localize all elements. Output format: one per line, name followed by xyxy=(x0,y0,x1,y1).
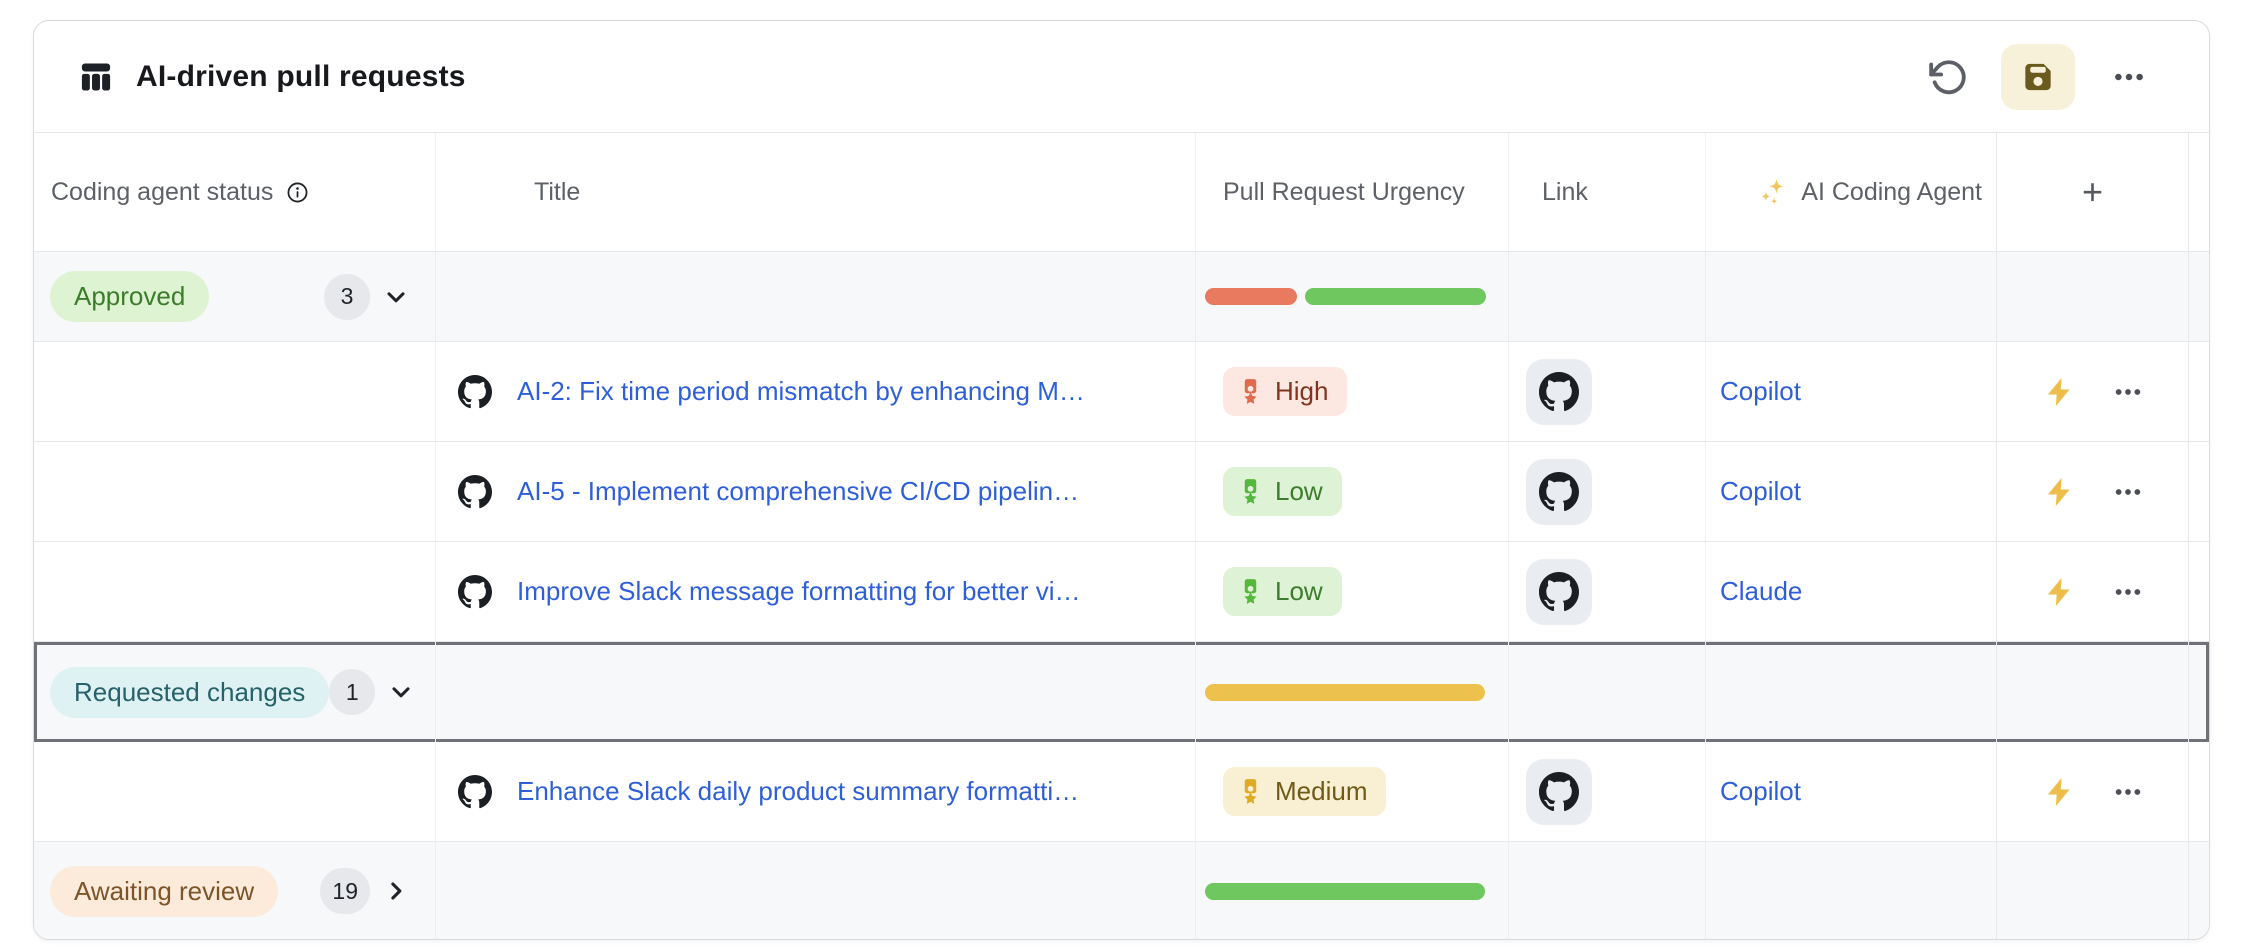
urgency-summary-bars xyxy=(1196,882,1485,900)
automation-lightning-button[interactable] xyxy=(2043,375,2077,409)
group-header-cell: Approved 3 xyxy=(34,252,436,341)
urgency-badge: Low xyxy=(1223,467,1342,516)
more-options-button[interactable] xyxy=(2105,53,2153,101)
chevron-down-icon xyxy=(392,687,410,698)
urgency-badge: Medium xyxy=(1223,767,1387,816)
column-header-label: Link xyxy=(1542,177,1588,206)
automation-lightning-button[interactable] xyxy=(2043,475,2077,509)
chevron-down-icon xyxy=(387,291,405,302)
agent-link[interactable]: Copilot xyxy=(1720,476,1801,506)
record-title-link[interactable]: AI-2: Fix time period mismatch by enhanc… xyxy=(517,376,1085,406)
column-header-coding-agent-status[interactable]: Coding agent status xyxy=(34,133,436,251)
record-title-link[interactable]: Enhance Slack daily product summary form… xyxy=(517,776,1080,806)
github-icon xyxy=(458,774,492,809)
ellipsis-icon xyxy=(2115,73,2143,80)
github-link-button[interactable] xyxy=(1526,458,1592,525)
undo-button[interactable] xyxy=(1923,53,1971,101)
github-link-button[interactable] xyxy=(1526,758,1592,825)
record-row: AI-2: Fix time period mismatch by enhanc… xyxy=(34,342,2209,442)
column-header-link[interactable]: Link xyxy=(1509,133,1706,251)
lightning-icon xyxy=(2047,577,2070,606)
record-row: Improve Slack message formatting for bet… xyxy=(34,542,2209,642)
ellipsis-icon xyxy=(2115,488,2140,495)
ellipsis-icon xyxy=(2115,588,2140,595)
table-icon xyxy=(78,59,114,95)
urgency-summary-bars xyxy=(1196,683,1485,701)
plus-icon: + xyxy=(2081,171,2104,212)
collapse-group-button[interactable] xyxy=(382,283,410,311)
row-more-button[interactable] xyxy=(2113,377,2143,407)
medal-icon xyxy=(1244,579,1257,604)
github-link-button[interactable] xyxy=(1526,358,1592,425)
title-bar: AI-driven pull requests xyxy=(34,21,2209,133)
agent-link[interactable]: Claude xyxy=(1720,576,1803,606)
row-more-button[interactable] xyxy=(2113,777,2143,807)
group-row-approved: Approved 3 xyxy=(34,252,2209,342)
row-more-button[interactable] xyxy=(2113,577,2143,607)
automation-lightning-button[interactable] xyxy=(2043,575,2077,609)
github-icon xyxy=(1539,371,1579,411)
column-header-title[interactable]: Title xyxy=(436,133,1196,251)
github-icon xyxy=(1539,771,1579,811)
expand-group-button[interactable] xyxy=(382,877,410,905)
collapse-group-button[interactable] xyxy=(387,678,415,706)
urgency-badge: Low xyxy=(1223,567,1342,616)
github-icon xyxy=(1539,571,1579,611)
ellipsis-icon xyxy=(2115,388,2140,395)
column-header-label: AI Coding Agent xyxy=(1801,177,1982,206)
urgency-summary-bars xyxy=(1196,288,1486,305)
column-header-label: Coding agent status xyxy=(51,177,274,206)
column-header-ai-coding-agent[interactable]: AI Coding Agent xyxy=(1706,133,1996,251)
column-header-label: Pull Request Urgency xyxy=(1223,177,1465,206)
urgency-badge: High xyxy=(1223,367,1348,416)
row-more-button[interactable] xyxy=(2113,477,2143,507)
ellipsis-icon xyxy=(2115,788,2140,795)
add-column-button[interactable]: + xyxy=(1996,133,2189,251)
lightning-icon xyxy=(2047,377,2070,406)
group-count-badge: 1 xyxy=(329,669,376,715)
toolbar-actions xyxy=(1923,43,2153,110)
group-status-badge[interactable]: Awaiting review xyxy=(50,865,279,917)
page-title: AI-driven pull requests xyxy=(136,59,466,93)
save-icon xyxy=(2025,63,2051,90)
github-link-button[interactable] xyxy=(1526,558,1592,625)
group-count-badge: 3 xyxy=(324,273,370,320)
group-status-badge[interactable]: Approved xyxy=(50,271,210,322)
github-icon xyxy=(458,474,492,509)
column-header-row: Coding agent status Title Pull Request U… xyxy=(34,133,2209,252)
column-header-pull-request-urgency[interactable]: Pull Request Urgency xyxy=(1196,133,1509,251)
lightning-icon xyxy=(2047,477,2070,506)
pull-requests-table-card: AI-driven pull requests Cod xyxy=(33,20,2210,940)
group-row-awaiting-review: Awaiting review 19 xyxy=(34,842,2209,939)
save-button[interactable] xyxy=(2001,43,2075,110)
agent-link[interactable]: Copilot xyxy=(1720,376,1801,406)
record-title-link[interactable]: Improve Slack message formatting for bet… xyxy=(517,576,1081,606)
group-count-badge: 19 xyxy=(320,868,370,914)
agent-link[interactable]: Copilot xyxy=(1720,776,1801,806)
info-icon[interactable] xyxy=(285,180,310,205)
medal-icon xyxy=(1244,779,1257,804)
group-header-cell: Requested changes 1 xyxy=(34,642,436,742)
chevron-right-icon xyxy=(391,882,402,900)
lightning-icon xyxy=(2047,777,2070,806)
medal-icon xyxy=(1244,379,1257,404)
record-row: Enhance Slack daily product summary form… xyxy=(34,742,2209,842)
medal-icon xyxy=(1244,479,1257,504)
github-icon xyxy=(458,374,492,409)
group-header-cell: Awaiting review 19 xyxy=(34,842,436,939)
sparkles-icon xyxy=(1758,177,1788,207)
automation-lightning-button[interactable] xyxy=(2043,775,2077,809)
github-icon xyxy=(458,574,492,609)
record-row: AI-5 - Implement comprehensive CI/CD pip… xyxy=(34,442,2209,542)
record-title-link[interactable]: AI-5 - Implement comprehensive CI/CD pip… xyxy=(517,476,1080,506)
github-icon xyxy=(1539,471,1579,511)
column-header-label: Title xyxy=(534,177,581,206)
group-status-badge[interactable]: Requested changes xyxy=(50,666,330,718)
group-row-requested-changes: Requested changes 1 xyxy=(34,642,2209,742)
